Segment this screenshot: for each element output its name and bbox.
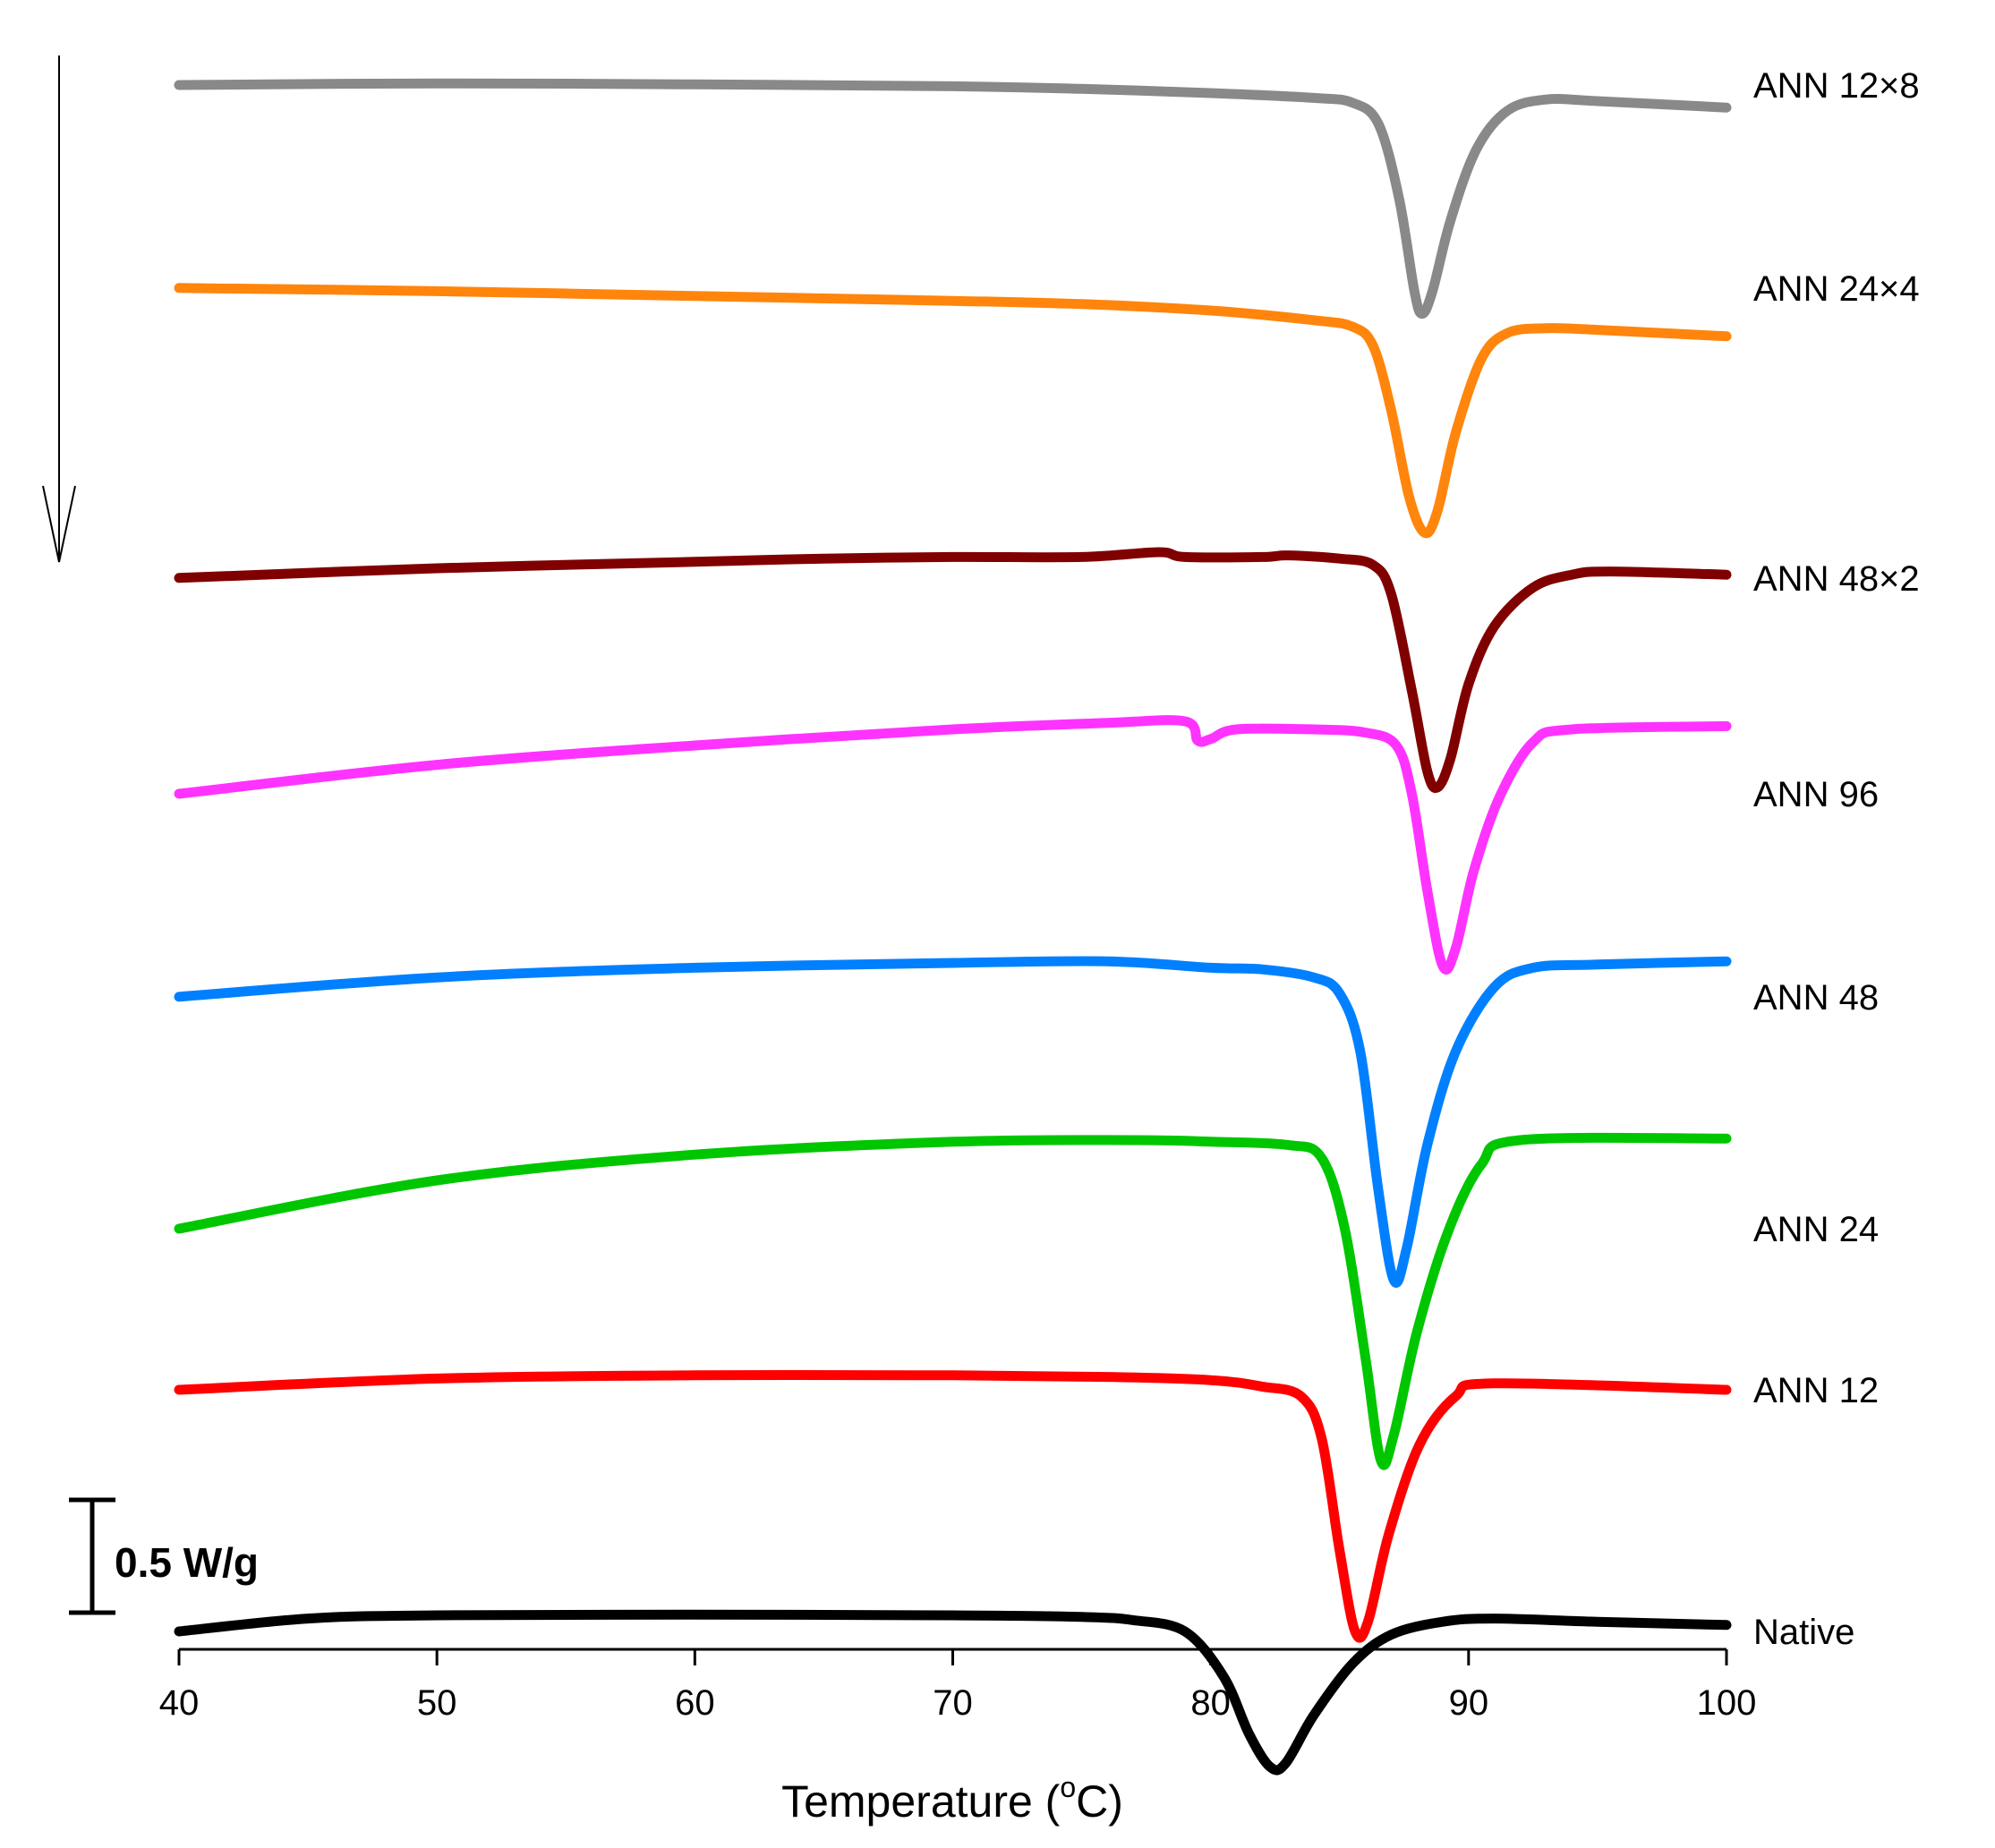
x-tick-label: 40 [159, 1683, 200, 1723]
x-axis: 40 50 60 70 80 90 100 [159, 1648, 1757, 1723]
x-tick-label: 50 [417, 1683, 457, 1723]
series-line-6 [174, 1369, 1732, 1643]
x-tick-label: 90 [1449, 1683, 1489, 1723]
series-label: ANN 24 [1753, 1210, 1879, 1249]
x-tick-label: 70 [933, 1683, 973, 1723]
scale-bar-label: 0.5 W/g [115, 1539, 259, 1586]
x-tick-label: 100 [1697, 1683, 1757, 1723]
series-label: ANN 48 [1753, 978, 1879, 1018]
direction-arrow-icon [42, 55, 76, 563]
series-line-5 [174, 1132, 1732, 1470]
series-line-7 [174, 1609, 1732, 1776]
series-line-0 [174, 78, 1732, 319]
series-label: ANN 12×8 [1753, 66, 1920, 106]
series-label: Native [1753, 1613, 1854, 1652]
series-line-4 [174, 956, 1732, 1288]
x-tick-label: 60 [675, 1683, 715, 1723]
series-label: ANN 48×2 [1753, 559, 1920, 599]
x-tick-label: 80 [1190, 1683, 1231, 1723]
x-axis-title: Temperature (oC) [781, 1771, 1123, 1827]
series-label: ANN 12 [1753, 1371, 1879, 1410]
series-layer: ANN 12×8 ANN 24×4 ANN 48×2 ANN 96 ANN 48 ANN … [174, 66, 1920, 1776]
series-line-3 [174, 715, 1732, 975]
series-line-2 [174, 547, 1732, 794]
series-label: ANN 96 [1753, 775, 1879, 814]
series-line-1 [174, 283, 1732, 539]
series-label: ANN 24×4 [1753, 269, 1920, 309]
scale-bar: 0.5 W/g [69, 1497, 259, 1615]
